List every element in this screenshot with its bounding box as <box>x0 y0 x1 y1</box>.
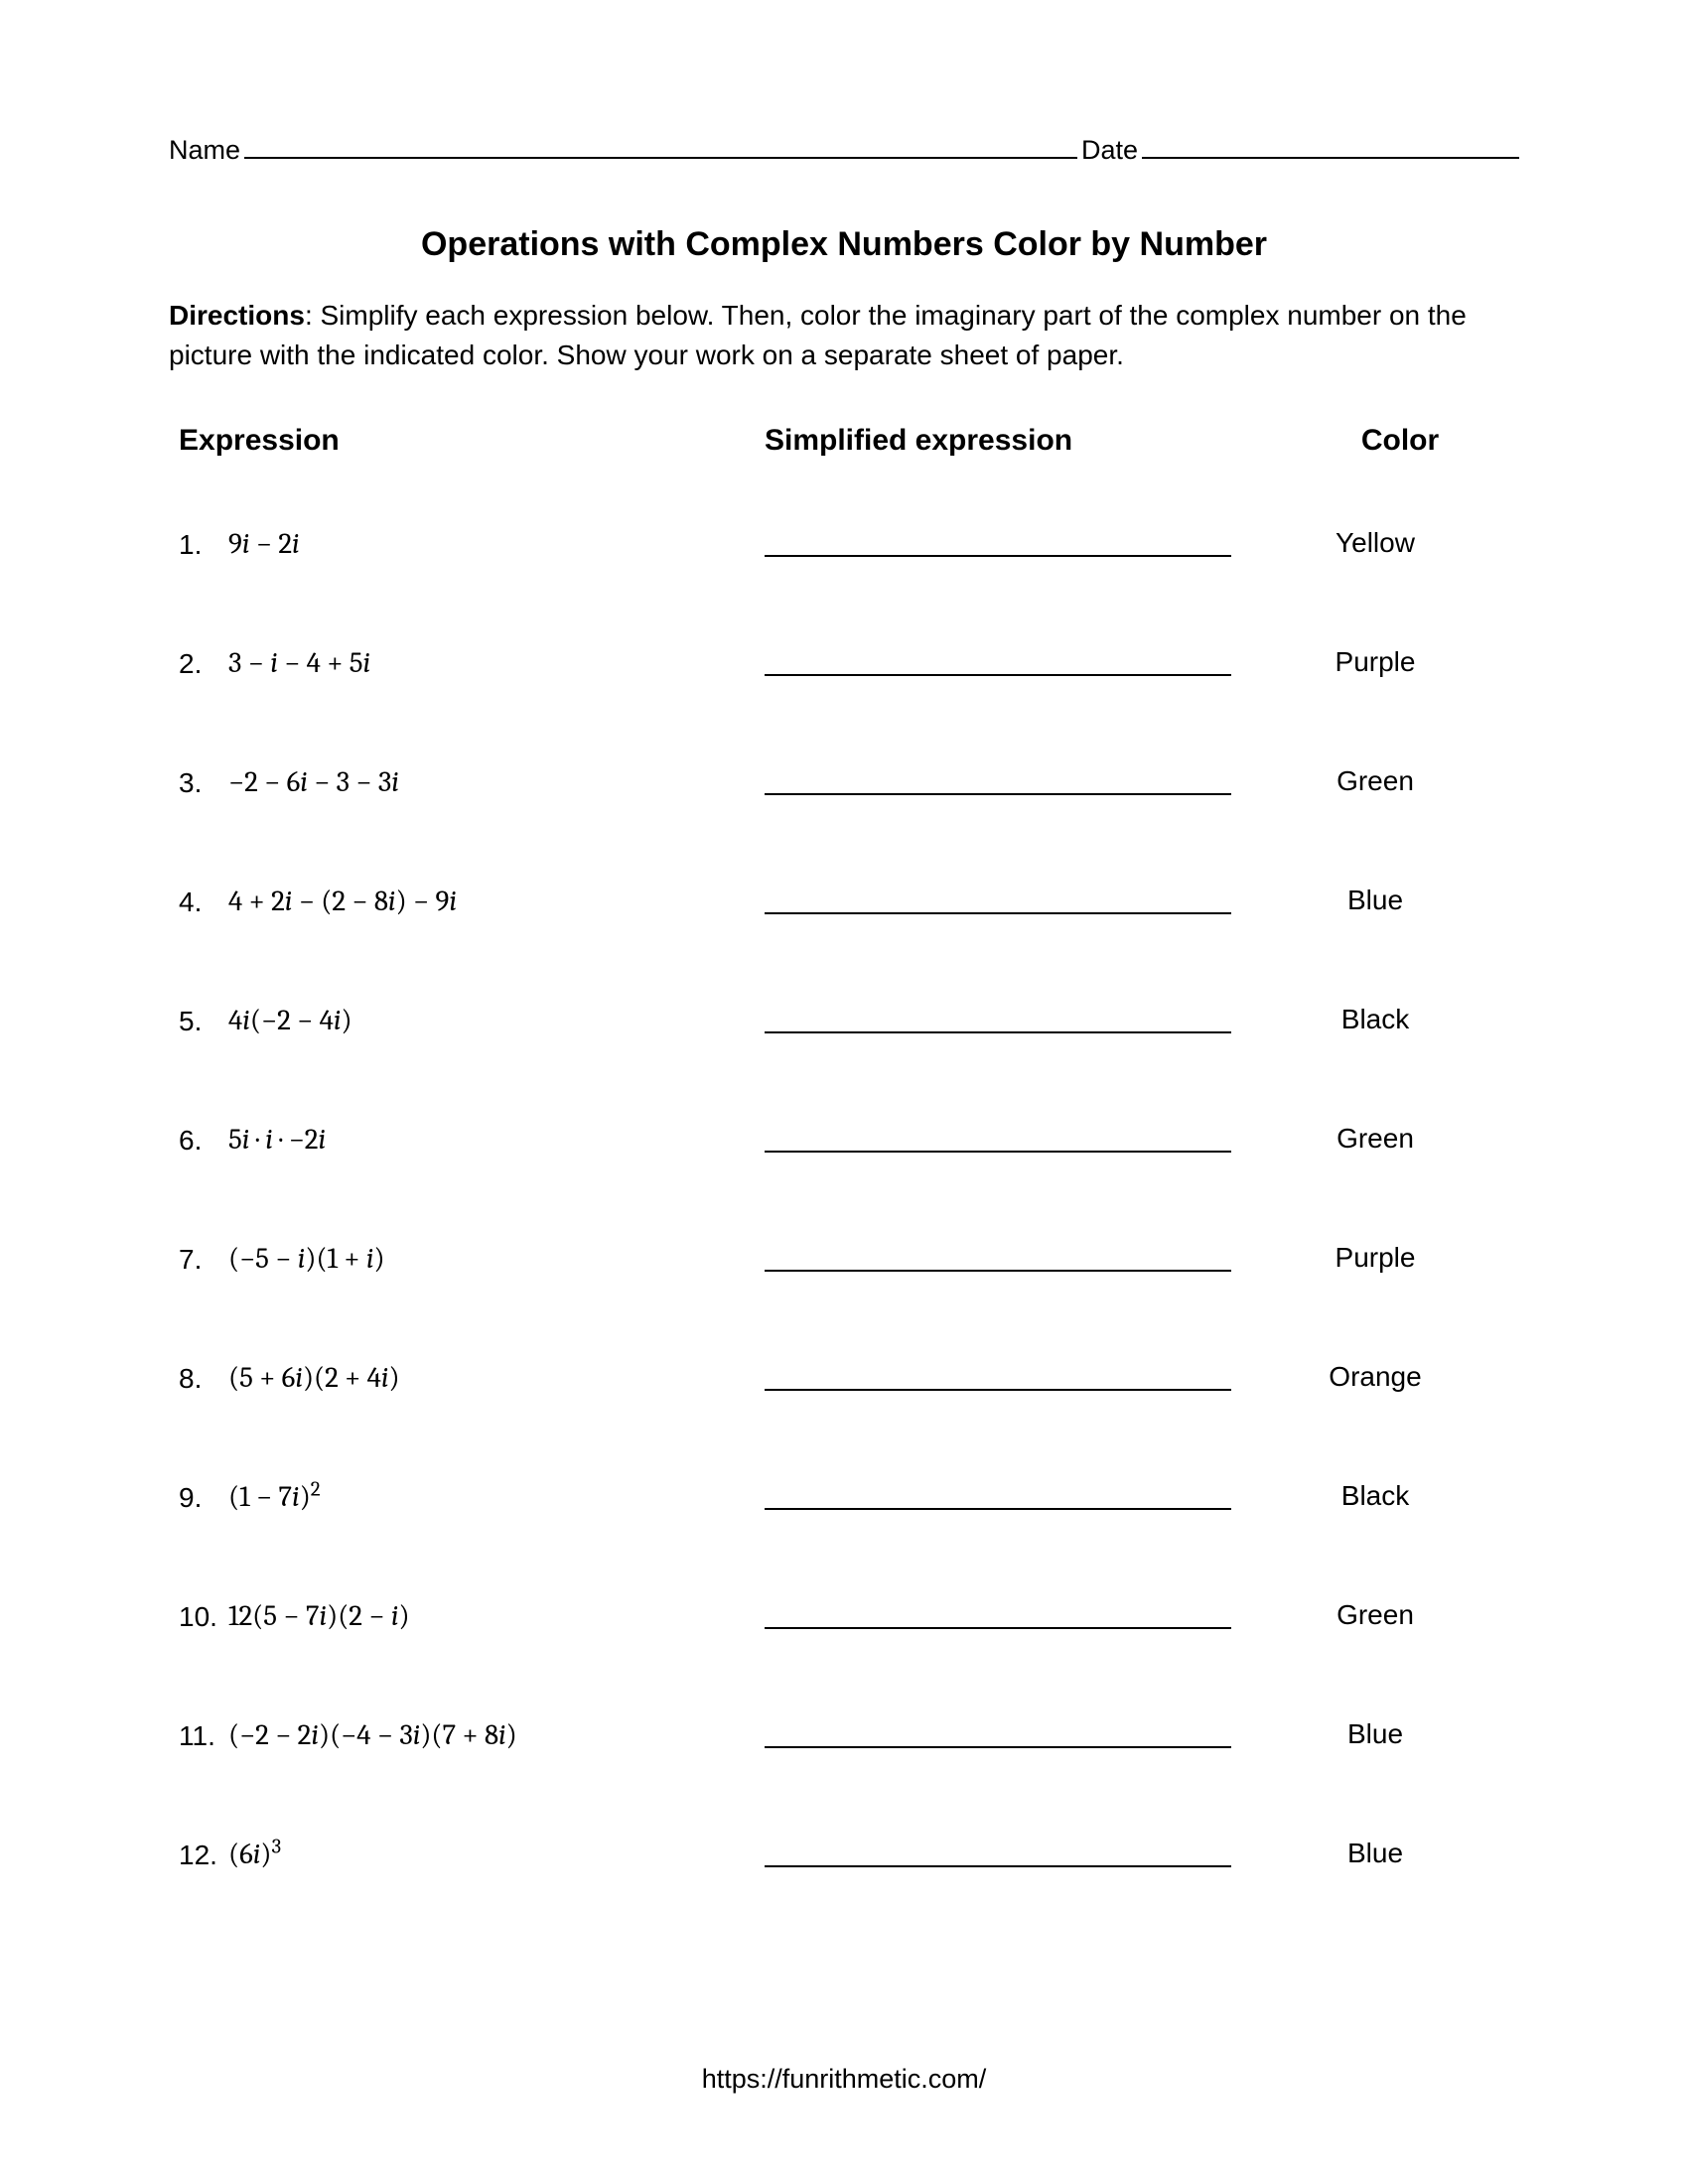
problem-number: 10. <box>179 1601 228 1633</box>
footer-url: https://funrithmetic.com/ <box>0 2064 1688 2095</box>
problem-expression: (1 − 7i)2 <box>228 1481 765 1514</box>
problem-number: 7. <box>179 1244 228 1276</box>
answer-blank[interactable] <box>765 672 1231 676</box>
problem-color: Green <box>1231 1123 1519 1157</box>
answer-blank[interactable] <box>765 1149 1231 1153</box>
col-expression: Expression <box>179 424 765 458</box>
problem-row: 2.3 − i − 4 + 5i Purple <box>179 646 1519 680</box>
problem-expression: (−5 − i)(1 + i) <box>228 1243 765 1276</box>
answer-blank[interactable] <box>765 1863 1231 1867</box>
answer-blank[interactable] <box>765 1029 1231 1033</box>
name-label: Name <box>169 135 240 166</box>
answer-blank[interactable] <box>765 1625 1231 1629</box>
problem-number: 5. <box>179 1006 228 1037</box>
problem-number: 12. <box>179 1840 228 1871</box>
directions-label: Directions <box>169 300 305 331</box>
date-label: Date <box>1081 135 1138 166</box>
problem-number: 1. <box>179 529 228 561</box>
problem-number: 3. <box>179 767 228 799</box>
problem-color: Black <box>1231 1480 1519 1514</box>
problem-row: 1.9i − 2i Yellow <box>179 527 1519 561</box>
problem-row: 10.12(5 − 7i)(2 − i) Green <box>179 1599 1519 1633</box>
problem-expression: 3 − i − 4 + 5i <box>228 647 765 680</box>
problem-number: 6. <box>179 1125 228 1157</box>
directions-text: : Simplify each expression below. Then, … <box>169 300 1467 371</box>
problem-expression: 9i − 2i <box>228 528 765 561</box>
problem-color: Green <box>1231 1599 1519 1633</box>
name-blank[interactable] <box>244 129 1077 159</box>
answer-blank[interactable] <box>765 1268 1231 1272</box>
problem-color: Blue <box>1231 885 1519 918</box>
problem-color: Purple <box>1231 646 1519 680</box>
problem-expression: (5 + 6i)(2 + 4i) <box>228 1362 765 1395</box>
problem-color: Yellow <box>1231 527 1519 561</box>
answer-blank[interactable] <box>765 1506 1231 1510</box>
problem-expression: (−2 − 2i)(−4 − 3i)(7 + 8i) <box>228 1719 765 1752</box>
answer-blank[interactable] <box>765 1744 1231 1748</box>
problem-color: Blue <box>1231 1838 1519 1871</box>
problem-color: Blue <box>1231 1718 1519 1752</box>
problem-number: 11. <box>179 1720 228 1752</box>
problem-number: 2. <box>179 648 228 680</box>
problem-color: Orange <box>1231 1361 1519 1395</box>
problem-number: 8. <box>179 1363 228 1395</box>
answer-blank[interactable] <box>765 791 1231 795</box>
column-headers: Expression Simplified expression Color <box>169 424 1519 458</box>
problem-row: 6.5i · i · −2i Green <box>179 1123 1519 1157</box>
answer-blank[interactable] <box>765 1387 1231 1391</box>
problem-expression: −2 − 6i − 3 − 3i <box>228 766 765 799</box>
problem-number: 4. <box>179 887 228 918</box>
col-simplified: Simplified expression <box>765 424 1281 458</box>
page-title: Operations with Complex Numbers Color by… <box>169 225 1519 264</box>
problem-expression: 4 + 2i − (2 − 8i) − 9i <box>228 886 765 918</box>
problem-row: 11.(−2 − 2i)(−4 − 3i)(7 + 8i) Blue <box>179 1718 1519 1752</box>
problem-row: 12.(6i)3 Blue <box>179 1838 1519 1871</box>
col-color: Color <box>1281 424 1519 458</box>
problem-row: 7.(−5 − i)(1 + i) Purple <box>179 1242 1519 1276</box>
problem-expression: (6i)3 <box>228 1839 765 1871</box>
problem-color: Purple <box>1231 1242 1519 1276</box>
problem-color: Green <box>1231 765 1519 799</box>
date-blank[interactable] <box>1142 129 1519 159</box>
header-fields: Name Date <box>169 129 1519 166</box>
problem-row: 9.(1 − 7i)2 Black <box>179 1480 1519 1514</box>
problem-expression: 12(5 − 7i)(2 − i) <box>228 1600 765 1633</box>
answer-blank[interactable] <box>765 910 1231 914</box>
problem-expression: 5i · i · −2i <box>228 1124 765 1157</box>
problem-row: 5.4i(−2 − 4i) Black <box>179 1004 1519 1037</box>
problem-number: 9. <box>179 1482 228 1514</box>
problem-color: Black <box>1231 1004 1519 1037</box>
answer-blank[interactable] <box>765 553 1231 557</box>
problem-rows: 1.9i − 2i Yellow 2.3 − i − 4 + 5i Purple 3.−… <box>169 527 1519 1871</box>
problem-row: 4.4 + 2i − (2 − 8i) − 9i Blue <box>179 885 1519 918</box>
directions: Directions: Simplify each expression bel… <box>169 296 1519 376</box>
problem-row: 8.(5 + 6i)(2 + 4i) Orange <box>179 1361 1519 1395</box>
problem-row: 3.−2 − 6i − 3 − 3i Green <box>179 765 1519 799</box>
problem-expression: 4i(−2 − 4i) <box>228 1005 765 1037</box>
